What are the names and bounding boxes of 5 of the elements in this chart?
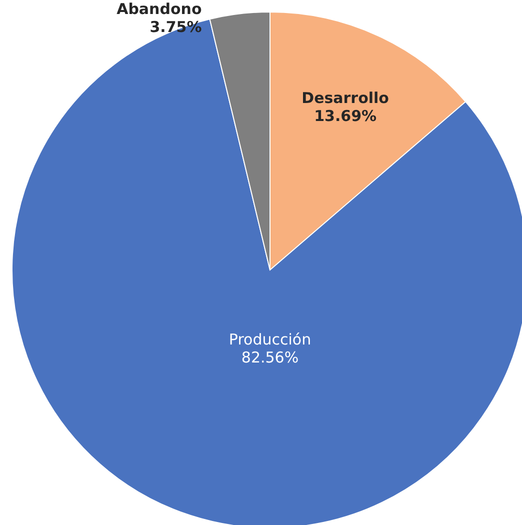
slice-label: Desarrollo bbox=[302, 88, 389, 107]
slice-label: Producción bbox=[228, 330, 312, 348]
data-label: 13.69% bbox=[314, 106, 377, 125]
data-label: 82.56% bbox=[241, 348, 299, 366]
slice-label: Abandono bbox=[116, 0, 202, 18]
